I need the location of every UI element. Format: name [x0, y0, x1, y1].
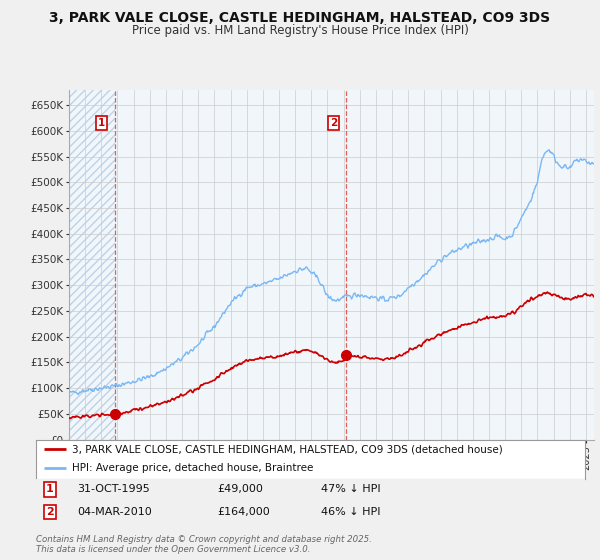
Text: 47% ↓ HPI: 47% ↓ HPI: [322, 484, 381, 494]
Text: 3, PARK VALE CLOSE, CASTLE HEDINGHAM, HALSTEAD, CO9 3DS: 3, PARK VALE CLOSE, CASTLE HEDINGHAM, HA…: [49, 11, 551, 25]
Text: £49,000: £49,000: [217, 484, 263, 494]
Bar: [69, 90, 594, 440]
Text: 2: 2: [46, 507, 53, 517]
Text: Price paid vs. HM Land Registry's House Price Index (HPI): Price paid vs. HM Land Registry's House …: [131, 24, 469, 36]
Text: 1: 1: [46, 484, 53, 494]
Text: 46% ↓ HPI: 46% ↓ HPI: [322, 507, 381, 517]
Text: Contains HM Land Registry data © Crown copyright and database right 2025.
This d: Contains HM Land Registry data © Crown c…: [36, 535, 372, 554]
Text: 04-MAR-2010: 04-MAR-2010: [77, 507, 152, 517]
Bar: [69, 90, 115, 440]
Text: 3, PARK VALE CLOSE, CASTLE HEDINGHAM, HALSTEAD, CO9 3DS (detached house): 3, PARK VALE CLOSE, CASTLE HEDINGHAM, HA…: [71, 445, 502, 454]
Text: 31-OCT-1995: 31-OCT-1995: [77, 484, 150, 494]
Text: £164,000: £164,000: [217, 507, 270, 517]
Text: HPI: Average price, detached house, Braintree: HPI: Average price, detached house, Brai…: [71, 463, 313, 473]
Text: 1: 1: [98, 118, 106, 128]
Text: 2: 2: [330, 118, 337, 128]
